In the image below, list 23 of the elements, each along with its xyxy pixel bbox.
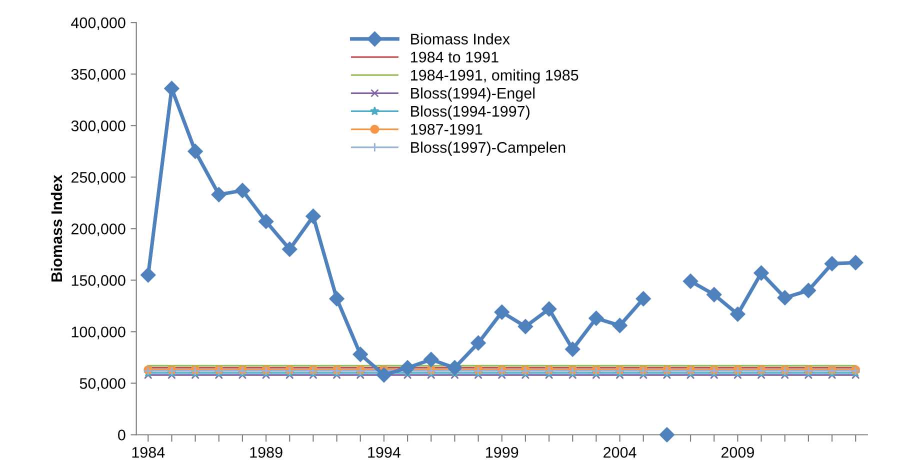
x-tick-label: 2009 — [721, 446, 754, 458]
legend-label: Bloss(1994)-Engel — [411, 87, 534, 102]
x-tick-label: 1994 — [368, 446, 401, 458]
y-tick-label: 50,000 — [80, 378, 126, 391]
legend-label: 1984 to 1991 — [411, 52, 498, 63]
y-tick-label: 250,000 — [71, 172, 126, 185]
legend-label: 1984-1991, omiting 1985 — [411, 69, 578, 84]
x-tick-label: 2004 — [604, 446, 636, 458]
y-tick-label: 100,000 — [72, 326, 126, 340]
y-tick-label: 400,000 — [71, 17, 126, 30]
x-tick-label: 1999 — [486, 446, 518, 458]
y-tick-label: 200,000 — [71, 224, 126, 236]
y-axis-title: Biomass Index — [50, 174, 62, 282]
legend-label: 1987-1991 — [411, 124, 482, 135]
legend-label: Bloss(1997)-Campelen — [411, 142, 566, 156]
legend-label: Bloss(1994-1997) — [411, 106, 530, 120]
y-tick-label: 150,000 — [72, 275, 126, 288]
y-tick-label: 0 — [118, 430, 126, 440]
y-tick-label: 300,000 — [71, 120, 126, 134]
y-tick-label: 350,000 — [71, 68, 126, 82]
x-tick-label: 1989 — [250, 446, 282, 458]
x-tick-label: 1984 — [132, 446, 165, 458]
legend-label: Biomass Index — [411, 33, 510, 44]
